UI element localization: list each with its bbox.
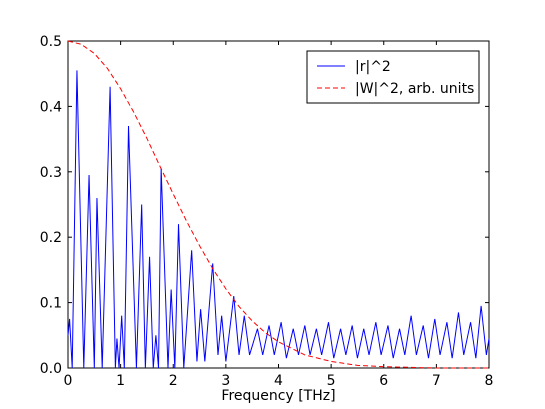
- x-tick-label: 6: [379, 373, 388, 389]
- x-tick-label: 5: [327, 373, 336, 389]
- x-tick-label: 1: [116, 373, 125, 389]
- x-tick-label: 0: [64, 373, 73, 389]
- legend-label: |W|^2, arb. units: [355, 81, 474, 97]
- x-tick-label: 4: [274, 373, 283, 389]
- x-tick-label: 8: [485, 373, 494, 389]
- x-axis-label: Frequency [THz]: [221, 388, 335, 404]
- line-series: [67, 40, 489, 369]
- x-tick-label: 3: [221, 373, 230, 389]
- y-tick-label: 0.1: [40, 296, 62, 312]
- y-tick-label: 0.5: [40, 34, 62, 50]
- legend-box: [306, 50, 480, 104]
- y-tick-label: 0.0: [40, 361, 62, 377]
- y-tick-label: 0.4: [40, 99, 62, 115]
- x-tick-label: 2: [169, 373, 178, 389]
- y-tick-label: 0.3: [40, 165, 62, 181]
- legend-label: |r|^2: [355, 59, 391, 75]
- y-tick-label: 0.2: [40, 230, 62, 246]
- line-series: [67, 70, 490, 369]
- x-tick-label: 7: [432, 373, 441, 389]
